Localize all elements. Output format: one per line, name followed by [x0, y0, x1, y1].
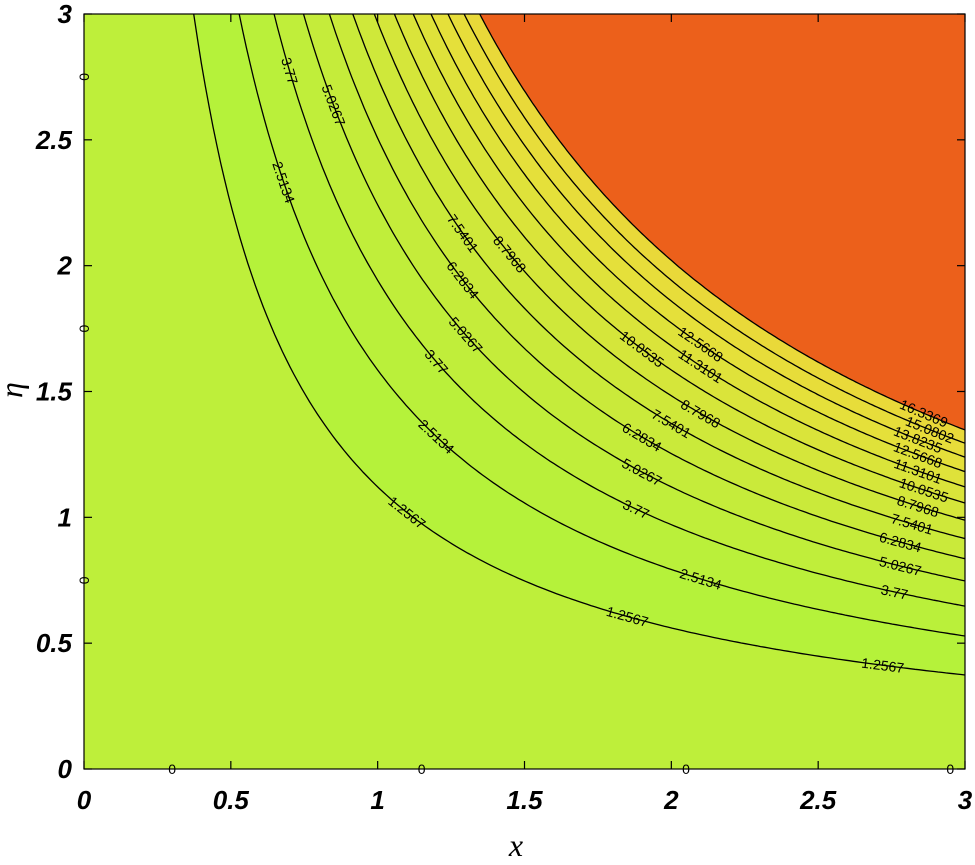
y-axis-label: η	[0, 382, 29, 398]
y-tick-label-6: 3	[58, 0, 73, 29]
y-tick-label-3: 1.5	[36, 377, 73, 407]
y-tick-label-1: 0.5	[36, 628, 73, 658]
x-axis-ticks: 0 0.5 1 1.5 2 2.5 3	[77, 14, 973, 815]
x-tick-label-3: 1.5	[506, 785, 543, 815]
contour-line-10.0535	[393, 14, 965, 504]
contour-line-3.77	[273, 14, 965, 607]
x-tick-label-5: 2.5	[799, 785, 837, 815]
contour-line-2.5134	[238, 14, 965, 637]
y-tick-label-5: 2.5	[35, 125, 73, 155]
x-axis-label: x	[508, 827, 523, 863]
contour-label-1.2567-3: 1.2567	[861, 655, 906, 676]
contour-line-15.0802	[463, 14, 965, 444]
contour-label-1.2567-3-text: 1.2567	[861, 655, 906, 676]
contour-line-5.0267	[302, 14, 965, 582]
y-axis-ticks: 0 0.5 1 1.5 2 2.5 3	[35, 0, 965, 784]
y-tick-label-0: 0	[58, 754, 73, 784]
x-tick-label-4: 2	[663, 785, 679, 815]
contour-label-3.77-3: 3.77	[879, 581, 909, 602]
contour-line-12.5668	[430, 14, 965, 473]
x-tick-label-1: 0.5	[213, 785, 250, 815]
contour-label-3.77-0-text: 3.77	[278, 56, 301, 87]
y-tick-label-4: 2	[57, 251, 73, 281]
contour-line-1.2567	[193, 14, 965, 676]
contour-line-layer	[193, 14, 965, 676]
y-tick-label-2: 1	[58, 502, 72, 532]
contour-label-3.77-0: 3.77	[278, 56, 301, 87]
contour-line-8.7968	[373, 14, 965, 521]
x-tick-label-0: 0	[77, 785, 92, 815]
contour-fill-layer	[84, 14, 965, 769]
contour-line-11.3101	[412, 14, 965, 488]
contour-line-16.3369	[479, 14, 965, 431]
contour-line-7.5401	[352, 14, 965, 540]
contour-line-6.2834	[328, 14, 965, 560]
x-tick-label-6: 3	[958, 785, 973, 815]
band-fill-13	[479, 14, 965, 430]
x-tick-label-2: 1	[370, 785, 384, 815]
contour-line-13.8235	[447, 14, 965, 458]
contour-label-3.77-3-text: 3.77	[879, 581, 909, 602]
